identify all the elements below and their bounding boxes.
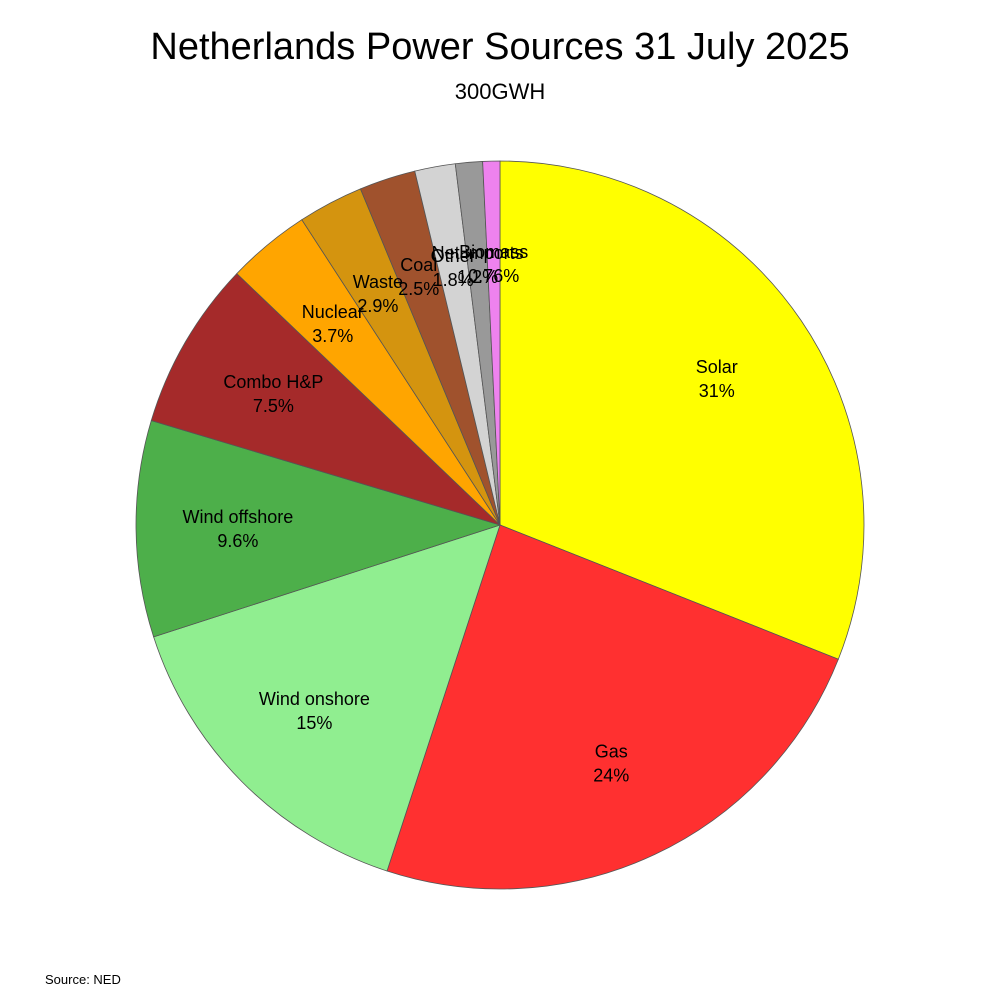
slice-percent: 1.2% (457, 267, 498, 287)
slice-name: Wind offshore (183, 507, 294, 527)
slice-name: Other (431, 246, 476, 266)
slice-label-gas: Gas 24% (593, 741, 629, 785)
slice-name: Combo H&P (223, 372, 323, 392)
slice-label-wind-onshore: Wind onshore 15% (259, 689, 370, 733)
slice-label-combo-h-p: Combo H&P 7.5% (223, 372, 323, 416)
pie-slices (135, 160, 865, 890)
pie-slice-gas (386, 524, 839, 890)
slice-label-nuclear: Nuclear 3.7% (302, 302, 364, 346)
slice-percent: 7.5% (253, 396, 294, 416)
slice-name: Wind onshore (259, 689, 370, 709)
slice-name: Nuclear (302, 302, 364, 322)
pie-slice-wind-offshore (135, 420, 502, 638)
slice-percent: 31% (699, 381, 735, 401)
pie-slice-biomass (482, 160, 501, 526)
pie-slice-combo-h-p (150, 273, 501, 526)
slice-label-net-imports: Net imports 1.2% (432, 243, 524, 287)
chart-title: Netherlands Power Sources 31 July 2025 (150, 26, 850, 68)
slice-label-waste: Waste 2.9% (353, 272, 403, 316)
pie-slice-wind-onshore (153, 524, 501, 872)
slice-label-coal: Coal 2.5% (398, 255, 439, 299)
slice-label-wind-offshore: Wind offshore 9.6% (183, 507, 294, 551)
pie-labels: Solar 31% Gas 24% Wind onshore 15% Wind offsho… (183, 242, 738, 785)
slice-percent: 15% (296, 713, 332, 733)
slice-label-solar: Solar 31% (696, 357, 738, 401)
slice-percent: 2.9% (357, 296, 398, 316)
slice-percent: 1.8% (433, 270, 474, 290)
slice-name: Waste (353, 272, 403, 292)
chart-subtitle: 300GWH (454, 79, 546, 104)
slice-name: Solar (696, 357, 738, 377)
slice-percent: 3.7% (312, 326, 353, 346)
slice-name: Coal (400, 255, 437, 275)
slice-percent: 0.76% (468, 266, 519, 286)
pie-slice-solar (499, 160, 865, 660)
source-note: Source: NED (45, 972, 121, 987)
slice-label-other: Other 1.8% (431, 246, 476, 290)
slice-percent: 24% (593, 765, 629, 785)
slice-name: Gas (595, 741, 628, 761)
slice-label-biomass: Biomass 0.76% (459, 242, 528, 286)
slice-name: Net imports (432, 243, 524, 263)
slice-percent: 9.6% (217, 531, 258, 551)
slice-name: Biomass (459, 242, 528, 262)
slice-percent: 2.5% (398, 279, 439, 299)
